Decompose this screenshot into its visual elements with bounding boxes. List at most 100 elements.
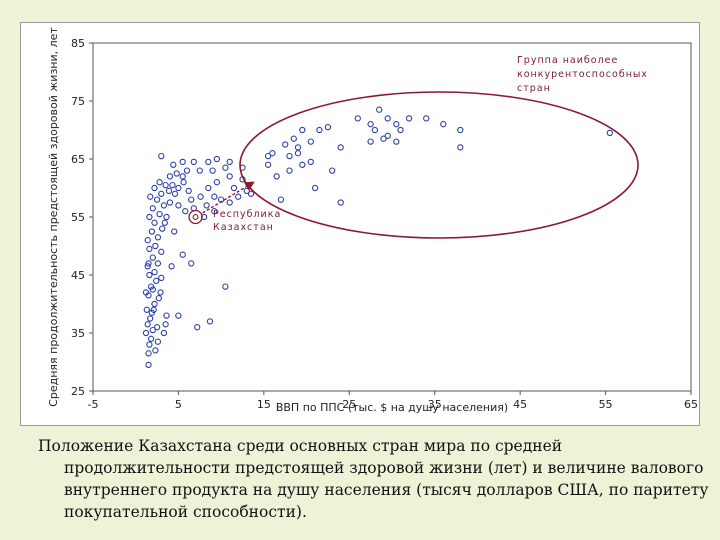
competitive-group-label: Группа наиболее конкурентоспособных стран (517, 55, 648, 94)
data-point (143, 306, 150, 313)
data-point (179, 173, 186, 180)
y-tick-label: 85 (71, 37, 85, 50)
data-point (226, 158, 233, 166)
data-point (197, 193, 204, 200)
data-point (145, 350, 152, 357)
data-point (175, 184, 182, 192)
data-point (206, 318, 214, 325)
data-point (147, 335, 155, 342)
data-point (158, 190, 165, 197)
data-point (457, 144, 464, 151)
kazakhstan-point (192, 214, 199, 220)
figure-frame: -5 5 15 25 35 45 55 65 25 35 45 55 65 75 85 ВВП по ПП… (20, 22, 700, 426)
data-point (142, 289, 150, 296)
data-point (222, 164, 229, 171)
data-point (144, 263, 151, 270)
data-point (376, 106, 383, 113)
x-tick-label: 5 (175, 398, 182, 411)
data-point (169, 181, 176, 189)
data-point (205, 158, 212, 166)
data-point (144, 237, 151, 244)
data-point (384, 115, 391, 122)
data-point (162, 321, 169, 328)
data-point (152, 242, 159, 250)
data-point (165, 187, 173, 195)
data-point (158, 274, 165, 282)
data-point (166, 199, 174, 206)
kazakhstan-marker (188, 209, 203, 225)
data-point (156, 179, 163, 186)
data-point (173, 170, 180, 177)
data-point (440, 121, 447, 128)
x-tick-label: 55 (599, 398, 613, 411)
data-point (337, 199, 344, 206)
data-point (213, 155, 221, 163)
data-point (393, 121, 400, 128)
highlight-layer (188, 181, 255, 225)
data-point (159, 225, 166, 232)
data-point (209, 167, 216, 174)
data-point (153, 196, 161, 203)
data-point (294, 144, 302, 151)
data-point (226, 199, 233, 206)
x-tick-label: 65 (684, 398, 698, 411)
data-point (147, 315, 154, 322)
y-axis-ticks: 25 35 45 55 65 75 85 (71, 37, 93, 398)
data-point (170, 161, 177, 168)
data-point (226, 173, 233, 180)
data-point (205, 184, 212, 192)
data-point (163, 213, 170, 221)
data-point (264, 152, 272, 160)
data-point (183, 167, 191, 174)
y-tick-label: 35 (71, 327, 85, 340)
data-point (213, 179, 221, 186)
data-point (311, 184, 319, 192)
data-point (277, 196, 285, 203)
data-point (158, 152, 165, 160)
data-point (152, 347, 159, 354)
data-point (190, 158, 197, 166)
data-point (142, 329, 150, 337)
data-point (151, 219, 158, 226)
data-point (286, 152, 293, 160)
data-point (157, 289, 164, 296)
data-point (145, 361, 152, 369)
data-point (286, 167, 293, 174)
data-point (146, 341, 153, 348)
y-tick-label: 25 (71, 385, 85, 398)
data-point (405, 115, 413, 122)
data-point (316, 126, 323, 134)
y-tick-label: 65 (71, 153, 85, 166)
data-point (299, 161, 306, 168)
data-point (423, 115, 430, 122)
data-point (367, 138, 374, 145)
plot-area (92, 42, 692, 392)
y-tick-label: 75 (71, 95, 85, 108)
data-point (154, 260, 162, 267)
data-point (149, 205, 156, 212)
data-point (146, 245, 153, 253)
data-point (146, 213, 153, 221)
data-point (156, 210, 163, 218)
data-point (294, 150, 302, 157)
data-point (149, 326, 156, 334)
data-point (145, 260, 152, 267)
x-tick-label: 15 (257, 398, 271, 411)
y-tick-label: 45 (71, 269, 85, 282)
kazakhstan-label: Республика Казахстан (213, 209, 281, 233)
x-tick-label: 35 (428, 398, 442, 411)
data-point (337, 144, 344, 151)
data-point (151, 184, 158, 192)
data-point (146, 271, 153, 279)
data-point (163, 312, 170, 319)
data-point (175, 312, 182, 319)
y-tick-label: 55 (71, 211, 85, 224)
data-point (188, 196, 195, 203)
data-point (149, 254, 156, 261)
scatter-chart: -5 5 15 25 35 45 55 65 25 35 45 55 65 75 85 ВВП по ПП… (47, 27, 698, 414)
data-point (269, 150, 276, 157)
data-point (282, 141, 289, 148)
data-point (154, 338, 162, 345)
data-point (148, 228, 156, 235)
data-point (393, 138, 400, 145)
